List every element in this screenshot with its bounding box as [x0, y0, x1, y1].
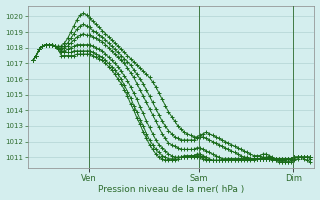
X-axis label: Pression niveau de la mer( hPa ): Pression niveau de la mer( hPa )	[98, 185, 244, 194]
